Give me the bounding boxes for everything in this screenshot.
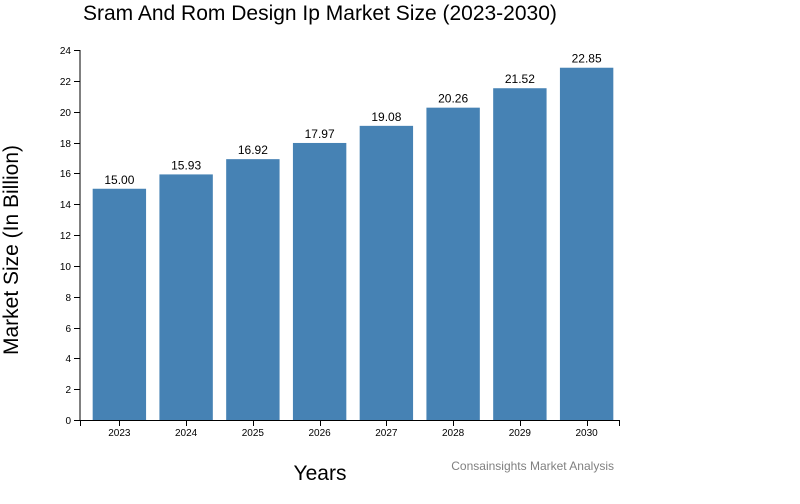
source-note: Consainsights Market Analysis bbox=[451, 459, 614, 473]
bar-value-label: 20.26 bbox=[438, 92, 468, 106]
y-tick-label: 16 bbox=[60, 169, 72, 180]
y-tick-label: 18 bbox=[60, 139, 72, 150]
x-tick-label: 2030 bbox=[576, 428, 599, 439]
x-tick-label: 2027 bbox=[375, 428, 398, 439]
bar-2026 bbox=[292, 142, 347, 420]
y-tick-label: 10 bbox=[60, 262, 72, 273]
bar-series bbox=[92, 67, 614, 421]
x-tick-label: 2028 bbox=[442, 428, 465, 439]
y-tick-label: 6 bbox=[65, 324, 71, 335]
x-tick-label: 2023 bbox=[108, 428, 131, 439]
x-tick-label: 2024 bbox=[175, 428, 198, 439]
bar-2023 bbox=[92, 188, 147, 420]
bar-value-label: 17.97 bbox=[305, 127, 335, 141]
y-tick-label: 14 bbox=[60, 200, 72, 211]
bar-value-label: 22.85 bbox=[572, 52, 602, 66]
x-tick-label: 2029 bbox=[509, 428, 532, 439]
bar-value-label: 21.52 bbox=[505, 72, 535, 86]
chart-title: Sram And Rom Design Ip Market Size (2023… bbox=[83, 2, 557, 25]
x-tick-label: 2025 bbox=[242, 428, 265, 439]
x-axis-title: Years bbox=[294, 462, 347, 485]
y-tick-label: 8 bbox=[65, 293, 71, 304]
y-tick-label: 20 bbox=[60, 108, 72, 119]
bar-2030 bbox=[559, 67, 614, 421]
y-tick-label: 0 bbox=[65, 416, 71, 427]
y-tick-label: 24 bbox=[60, 46, 72, 57]
bar-value-label: 16.92 bbox=[238, 143, 268, 157]
bar-value-label: 15.00 bbox=[104, 173, 134, 187]
bar-value-label: 19.08 bbox=[371, 110, 401, 124]
bar-2024 bbox=[159, 174, 213, 420]
y-tick-label: 12 bbox=[60, 231, 72, 242]
bar-value-labels: 15.00 15.93 16.92 17.97 19.08 20.26 21.52 22.85 bbox=[104, 52, 602, 187]
y-tick-label: 22 bbox=[60, 77, 72, 88]
y-tick-label: 4 bbox=[65, 354, 71, 365]
y-tick-label: 2 bbox=[65, 385, 71, 396]
bar-value-label: 15.93 bbox=[171, 158, 201, 172]
bar-2028 bbox=[426, 107, 480, 421]
bar-2025 bbox=[226, 159, 280, 420]
y-axis-title: Market Size (In Billion) bbox=[0, 145, 23, 355]
x-tick-label: 2026 bbox=[309, 428, 332, 439]
bar-2027 bbox=[359, 125, 414, 420]
x-axis: 2023 2024 2025 2026 2027 2028 2029 2030 bbox=[80, 420, 620, 439]
bar-2029 bbox=[493, 88, 547, 420]
